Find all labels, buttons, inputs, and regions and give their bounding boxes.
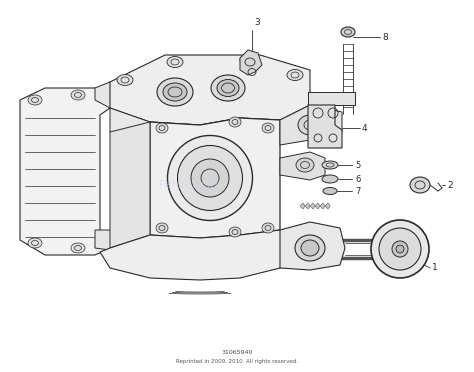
Polygon shape xyxy=(308,105,342,148)
Ellipse shape xyxy=(341,27,355,37)
Ellipse shape xyxy=(262,223,274,233)
Text: 3: 3 xyxy=(254,18,260,27)
Ellipse shape xyxy=(396,245,404,253)
Ellipse shape xyxy=(298,115,322,135)
Ellipse shape xyxy=(322,175,338,183)
Ellipse shape xyxy=(410,177,430,193)
Ellipse shape xyxy=(71,90,85,100)
Polygon shape xyxy=(308,92,355,105)
Ellipse shape xyxy=(262,123,274,133)
Ellipse shape xyxy=(296,158,314,172)
Text: 7: 7 xyxy=(355,186,360,196)
Ellipse shape xyxy=(191,159,229,197)
Ellipse shape xyxy=(211,75,245,101)
Text: 1: 1 xyxy=(432,263,438,273)
Ellipse shape xyxy=(71,243,85,253)
Polygon shape xyxy=(100,230,290,280)
Ellipse shape xyxy=(287,70,303,80)
Ellipse shape xyxy=(156,223,168,233)
Ellipse shape xyxy=(28,238,42,248)
Ellipse shape xyxy=(322,161,338,169)
Ellipse shape xyxy=(392,241,408,257)
Text: 8: 8 xyxy=(382,32,388,42)
Text: PartStream: PartStream xyxy=(158,180,222,190)
Polygon shape xyxy=(280,222,345,270)
Ellipse shape xyxy=(323,187,337,195)
Polygon shape xyxy=(325,203,330,209)
Polygon shape xyxy=(95,82,130,108)
Polygon shape xyxy=(305,203,310,209)
Ellipse shape xyxy=(229,117,241,127)
Ellipse shape xyxy=(217,80,239,96)
Polygon shape xyxy=(240,50,262,75)
Ellipse shape xyxy=(167,57,183,67)
Ellipse shape xyxy=(229,227,241,237)
Polygon shape xyxy=(20,88,110,255)
Ellipse shape xyxy=(157,78,193,106)
Polygon shape xyxy=(110,55,310,125)
Ellipse shape xyxy=(117,74,133,86)
Ellipse shape xyxy=(301,240,319,256)
Text: 2: 2 xyxy=(447,180,453,189)
Polygon shape xyxy=(280,152,325,180)
Text: 5: 5 xyxy=(355,160,360,170)
Polygon shape xyxy=(110,108,280,150)
Ellipse shape xyxy=(156,123,168,133)
Text: 4: 4 xyxy=(362,124,368,132)
Polygon shape xyxy=(110,122,150,248)
Ellipse shape xyxy=(177,145,243,211)
Ellipse shape xyxy=(28,95,42,105)
Text: Reprinted in 2009, 2010. All rights reserved.: Reprinted in 2009, 2010. All rights rese… xyxy=(176,359,298,365)
Polygon shape xyxy=(320,203,325,209)
Ellipse shape xyxy=(163,83,187,101)
Polygon shape xyxy=(95,230,130,252)
Ellipse shape xyxy=(371,220,429,278)
Polygon shape xyxy=(280,105,342,145)
Ellipse shape xyxy=(167,135,253,221)
Ellipse shape xyxy=(379,228,421,270)
Polygon shape xyxy=(150,118,280,238)
Polygon shape xyxy=(310,203,315,209)
Ellipse shape xyxy=(240,55,256,65)
Text: 31065940: 31065940 xyxy=(221,350,253,355)
Polygon shape xyxy=(315,203,320,209)
Ellipse shape xyxy=(295,235,325,261)
Text: 6: 6 xyxy=(355,174,360,183)
Polygon shape xyxy=(300,203,305,209)
